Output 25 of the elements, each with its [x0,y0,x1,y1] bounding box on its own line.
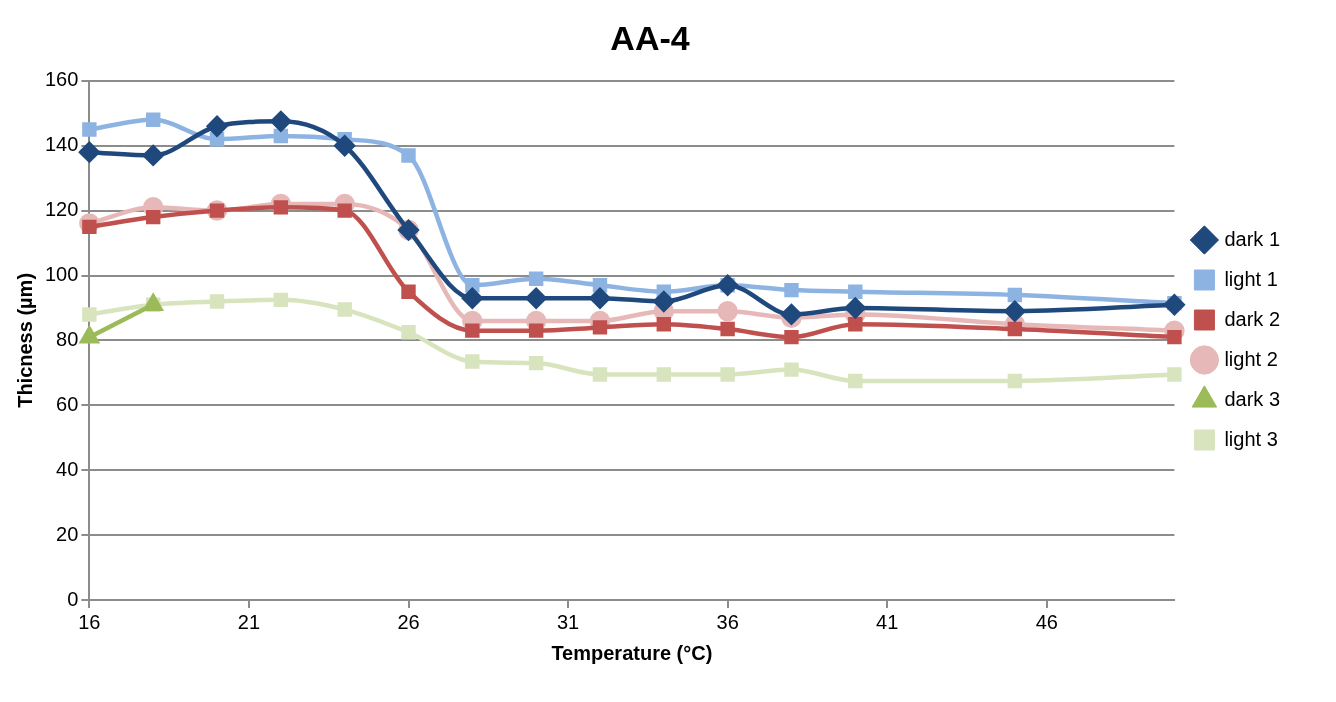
x-tick-label: 46 [1035,610,1058,633]
y-tick-label: 60 [56,392,79,415]
y-tick-label: 160 [44,68,79,91]
legend-label: dark 1 [1224,227,1281,250]
x-tick-label: 21 [237,610,261,633]
y-axis-title: Thicness (µm) [13,272,36,408]
legend-label: dark 3 [1224,387,1281,410]
chart-title: AA-4 [610,18,690,57]
y-tick-label: 120 [44,198,79,221]
y-tick-label: 100 [44,263,79,286]
legend-label: light 2 [1224,347,1278,370]
y-tick-label: 140 [44,133,79,156]
x-tick-label: 16 [78,610,101,633]
y-tick-label: 0 [67,587,79,610]
x-tick-label: 36 [716,610,739,633]
y-tick-label: 20 [56,522,79,545]
x-tick-label: 41 [876,610,899,633]
x-tick-label: 26 [397,610,420,633]
legend-label: light 3 [1224,427,1278,450]
y-tick-label: 40 [56,457,79,480]
x-tick-label: 31 [556,610,580,633]
legend-label: light 1 [1224,267,1278,290]
x-axis-title: Temperature (°C) [551,641,713,664]
y-tick-label: 80 [56,327,79,350]
legend-label: dark 2 [1224,307,1281,330]
